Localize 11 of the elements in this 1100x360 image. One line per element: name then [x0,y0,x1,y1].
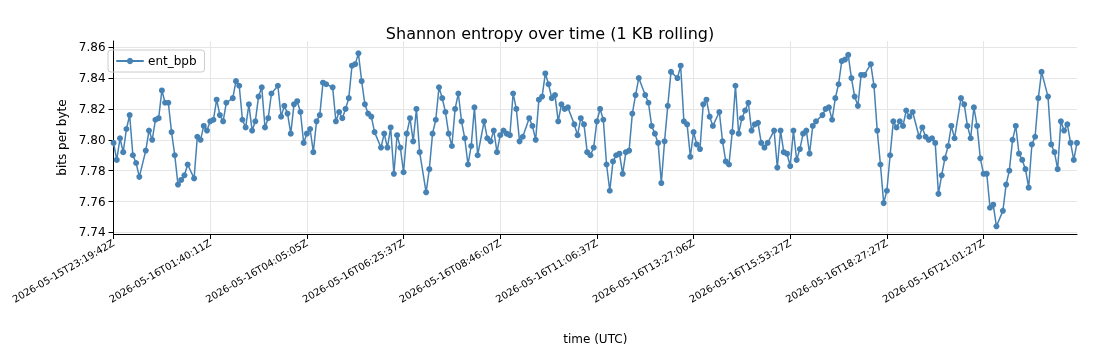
y-tick-label: 7.74 [78,225,106,240]
y-tick-label: 7.80 [78,132,106,147]
y-tick-label: 7.84 [78,71,106,86]
y-axis-title: bits per byte [54,99,69,176]
y-tick-label: 7.76 [78,194,106,209]
y-tick-label: 7.86 [78,40,106,55]
y-tick-label: 7.78 [78,163,106,178]
chart-title: Shannon entropy over time (1 KB rolling) [385,23,715,43]
x-axis-title: time (UTC) [563,332,628,346]
y-tick-label: 7.82 [78,101,106,116]
legend-label: ent_bpb [148,54,197,68]
